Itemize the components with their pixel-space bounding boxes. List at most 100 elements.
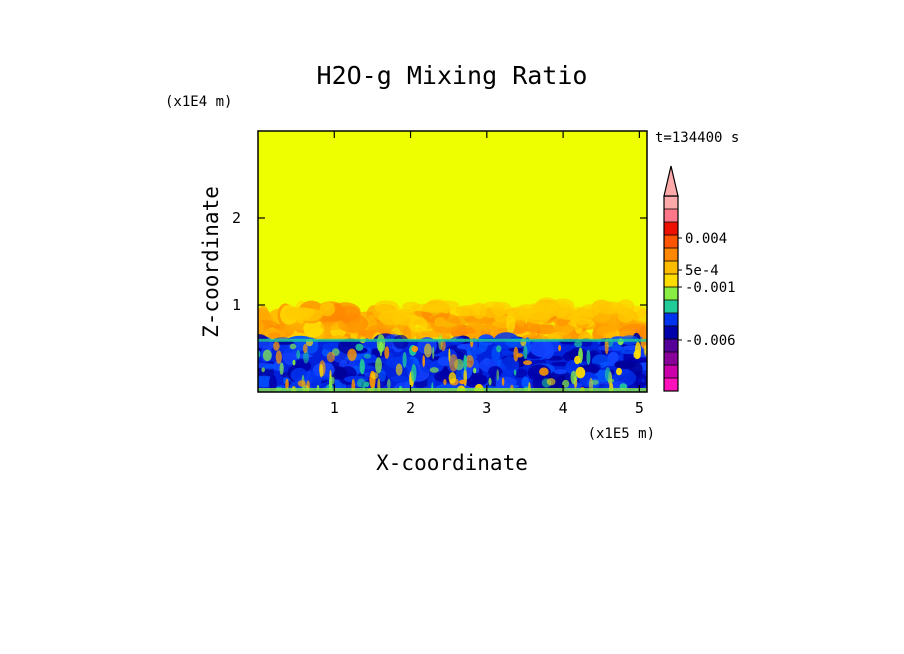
- colorbar-tick-label: 0.004: [685, 231, 727, 247]
- colorbar-segment: [664, 365, 678, 379]
- bl-intrusion: [285, 378, 289, 391]
- colorbar-segment: [664, 248, 678, 262]
- bl-intrusion: [422, 355, 426, 368]
- bl-intrusion: [501, 377, 505, 386]
- plume-top: [285, 307, 316, 318]
- plume-blob: [268, 332, 281, 339]
- bl-intrusion: [440, 339, 446, 352]
- plume-top: [593, 301, 624, 315]
- colorbar-tick-label: -0.006: [685, 333, 736, 349]
- bl-intrusion: [351, 378, 356, 392]
- bl-intrusion: [424, 343, 432, 358]
- bl-intrusion: [574, 355, 581, 365]
- bl-intrusion: [523, 345, 528, 360]
- bl-intrusion: [643, 344, 647, 357]
- plume-blob: [337, 314, 369, 334]
- bl-intrusion: [570, 370, 577, 385]
- bl-blob: [456, 343, 477, 350]
- bl-blob: [547, 339, 562, 352]
- plot-frame: [257, 130, 648, 393]
- x-axis-unit: (x1E5 m): [588, 426, 655, 442]
- bl-intrusion: [586, 349, 591, 365]
- plume-top: [633, 309, 647, 324]
- bl-blob: [434, 371, 450, 382]
- bl-intrusion: [411, 364, 417, 382]
- bl-intrusion: [562, 379, 570, 388]
- y-axis-unit: (x1E4 m): [165, 94, 232, 110]
- bl-intrusion: [355, 343, 364, 351]
- bl-intrusion: [379, 339, 383, 357]
- bl-intrusion: [357, 378, 366, 388]
- bl-intrusion: [402, 352, 407, 368]
- bl-blob: [392, 334, 409, 349]
- bl-blob: [263, 364, 277, 370]
- x-tick-label: 4: [559, 399, 568, 417]
- plume-blob: [320, 321, 344, 331]
- y-axis-ticks: 12: [232, 209, 647, 314]
- bl-intrusion: [448, 372, 457, 384]
- bl-blob: [500, 356, 520, 375]
- colorbar-tick-label: 5e-4: [685, 263, 719, 279]
- bl-blob: [378, 370, 386, 382]
- bl-intrusion: [604, 367, 611, 382]
- bl-intrusion: [303, 350, 309, 364]
- bl-blob: [584, 363, 601, 372]
- bl-intrusion: [443, 379, 447, 386]
- bl-intrusion: [273, 341, 280, 351]
- bl-blob: [529, 339, 554, 358]
- bl-blob: [338, 338, 363, 355]
- bl-intrusion: [591, 379, 599, 385]
- bl-intrusion: [429, 367, 439, 373]
- bl-intrusion: [558, 344, 561, 352]
- bl-intrusion: [463, 354, 468, 371]
- bl-blob: [607, 351, 619, 363]
- plume-top: [391, 309, 417, 326]
- colorbar-tick-label: -0.001: [685, 280, 736, 296]
- bl-blob: [391, 375, 409, 383]
- bl-intrusion: [496, 369, 500, 381]
- bl-intrusion: [326, 351, 335, 363]
- bl-intrusion: [279, 362, 284, 375]
- bl-intrusion: [449, 354, 458, 372]
- bl-intrusion: [329, 369, 332, 379]
- bl-intrusion: [496, 345, 502, 353]
- colorbar-segment: [664, 222, 678, 236]
- colorbar-segment: [664, 196, 678, 210]
- colorbar-segment: [664, 326, 678, 340]
- bl-intrusion: [302, 343, 308, 354]
- colorbar: 0.004 5e-4-0.001 -0.006: [663, 165, 736, 392]
- x-tick-label: 1: [330, 399, 339, 417]
- plume-top: [571, 306, 587, 316]
- bl-intrusion: [459, 379, 466, 385]
- bl-blob: [488, 366, 503, 377]
- colorbar-segment: [664, 300, 678, 314]
- colorbar-segment: [664, 352, 678, 366]
- colorbar-segment: [664, 235, 678, 249]
- bl-intrusion: [633, 349, 641, 360]
- bl-intrusion: [289, 343, 297, 350]
- colorbar-segment: [664, 378, 678, 392]
- plume-top: [425, 299, 449, 313]
- plume-top: [617, 307, 635, 323]
- bl-intrusion: [384, 346, 390, 359]
- bl-intrusion: [488, 377, 492, 386]
- x-tick-label: 2: [406, 399, 415, 417]
- plume-blob: [478, 324, 498, 332]
- bl-blob: [614, 360, 637, 370]
- bl-intrusion: [297, 380, 306, 387]
- plume-blob: [303, 319, 325, 338]
- bl-blob: [553, 369, 567, 375]
- bl-intrusion: [363, 353, 372, 359]
- bl-intrusion: [363, 381, 370, 387]
- bl-intrusion: [275, 350, 282, 364]
- colorbar-segment: [664, 287, 678, 301]
- bl-blob: [269, 374, 277, 392]
- bl-intrusion: [261, 367, 266, 373]
- surface-layer: [258, 388, 647, 392]
- colorbar-segment: [664, 261, 678, 275]
- y-axis-label: Z-coordinate: [199, 186, 223, 338]
- bl-intrusion: [370, 372, 379, 380]
- bl-intrusion: [546, 378, 556, 386]
- colorbar-segment: [664, 313, 678, 327]
